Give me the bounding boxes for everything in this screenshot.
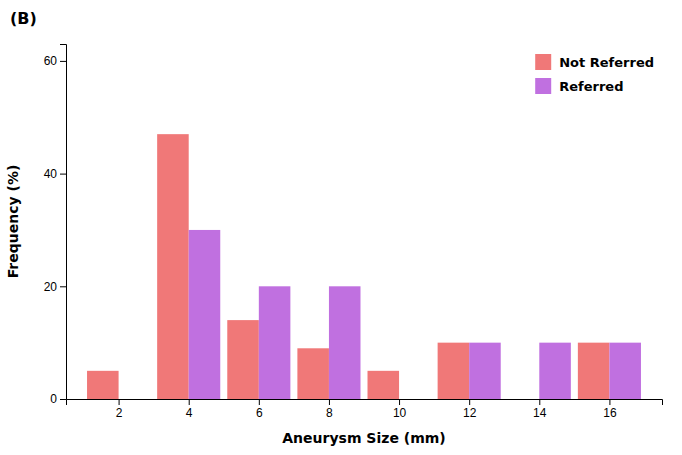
tick-label: 20 bbox=[44, 280, 58, 294]
bar bbox=[368, 371, 400, 399]
tick-label: 0 bbox=[50, 392, 57, 406]
tick-label: 6 bbox=[256, 406, 263, 420]
bar bbox=[469, 343, 501, 399]
tick-label: 8 bbox=[326, 406, 333, 420]
tick-mark bbox=[60, 286, 66, 287]
tick-label: 12 bbox=[463, 406, 477, 420]
bar bbox=[227, 320, 259, 399]
bar bbox=[578, 343, 610, 399]
tick-mark bbox=[119, 399, 120, 405]
tick-mark bbox=[399, 399, 400, 405]
bar bbox=[609, 343, 641, 399]
tick: 14 bbox=[533, 399, 547, 420]
bar bbox=[259, 286, 291, 399]
tick: 60 bbox=[44, 54, 66, 68]
tick: 20 bbox=[44, 280, 66, 294]
chart: 2 4 6 8 10 12 14 16 0 20 40 60 Not Referred Referred A… bbox=[0, 0, 682, 455]
tick-label: 60 bbox=[44, 54, 58, 68]
tick-mark bbox=[60, 174, 66, 175]
legend: Not Referred Referred bbox=[535, 54, 654, 94]
legend-label: Not Referred bbox=[559, 55, 654, 70]
tick: 2 bbox=[116, 399, 123, 420]
tick-mark bbox=[60, 399, 66, 400]
bars bbox=[87, 134, 641, 399]
bar bbox=[399, 399, 431, 400]
bar bbox=[539, 343, 571, 399]
bar bbox=[87, 371, 119, 399]
panel-label: (B) bbox=[10, 9, 37, 28]
bar bbox=[297, 348, 329, 399]
bar bbox=[189, 230, 221, 399]
tick: 10 bbox=[393, 399, 407, 420]
bar bbox=[119, 399, 151, 400]
axis-line bbox=[60, 45, 67, 400]
tick-mark bbox=[609, 399, 610, 405]
tick-mark bbox=[469, 399, 470, 405]
tick-label: 4 bbox=[186, 406, 193, 420]
y-axis: 0 20 40 60 bbox=[44, 45, 67, 407]
tick-label: 40 bbox=[44, 167, 58, 181]
tick-mark bbox=[60, 61, 66, 62]
bar bbox=[508, 399, 540, 400]
bar bbox=[329, 286, 361, 399]
tick: 16 bbox=[603, 399, 617, 420]
tick: 12 bbox=[463, 399, 477, 420]
tick-label: 16 bbox=[603, 406, 617, 420]
tick-label: 2 bbox=[116, 406, 123, 420]
bar bbox=[438, 343, 470, 399]
legend-swatch bbox=[535, 54, 551, 70]
tick: 4 bbox=[186, 399, 193, 420]
tick: 8 bbox=[326, 399, 333, 420]
tick-mark bbox=[539, 399, 540, 405]
bar bbox=[157, 134, 189, 399]
tick-label: 10 bbox=[393, 406, 407, 420]
x-axis: 2 4 6 8 10 12 14 16 bbox=[67, 399, 663, 420]
y-axis-title: Frequency (%) bbox=[5, 165, 21, 279]
tick-label: 14 bbox=[533, 406, 547, 420]
legend-label: Referred bbox=[559, 79, 623, 94]
axis-line bbox=[67, 400, 663, 406]
tick-mark bbox=[189, 399, 190, 405]
tick: 6 bbox=[256, 399, 263, 420]
tick: 40 bbox=[44, 167, 66, 181]
legend-swatch bbox=[535, 78, 551, 94]
tick: 0 bbox=[50, 392, 66, 406]
legend-item: Not Referred bbox=[535, 54, 654, 70]
plot: 2 4 6 8 10 12 14 16 0 20 40 60 Not Referred Referred bbox=[44, 45, 663, 420]
tick-mark bbox=[329, 399, 330, 405]
legend-item: Referred bbox=[535, 78, 623, 94]
x-axis-title: Aneurysm Size (mm) bbox=[282, 430, 445, 446]
tick-mark bbox=[259, 399, 260, 405]
